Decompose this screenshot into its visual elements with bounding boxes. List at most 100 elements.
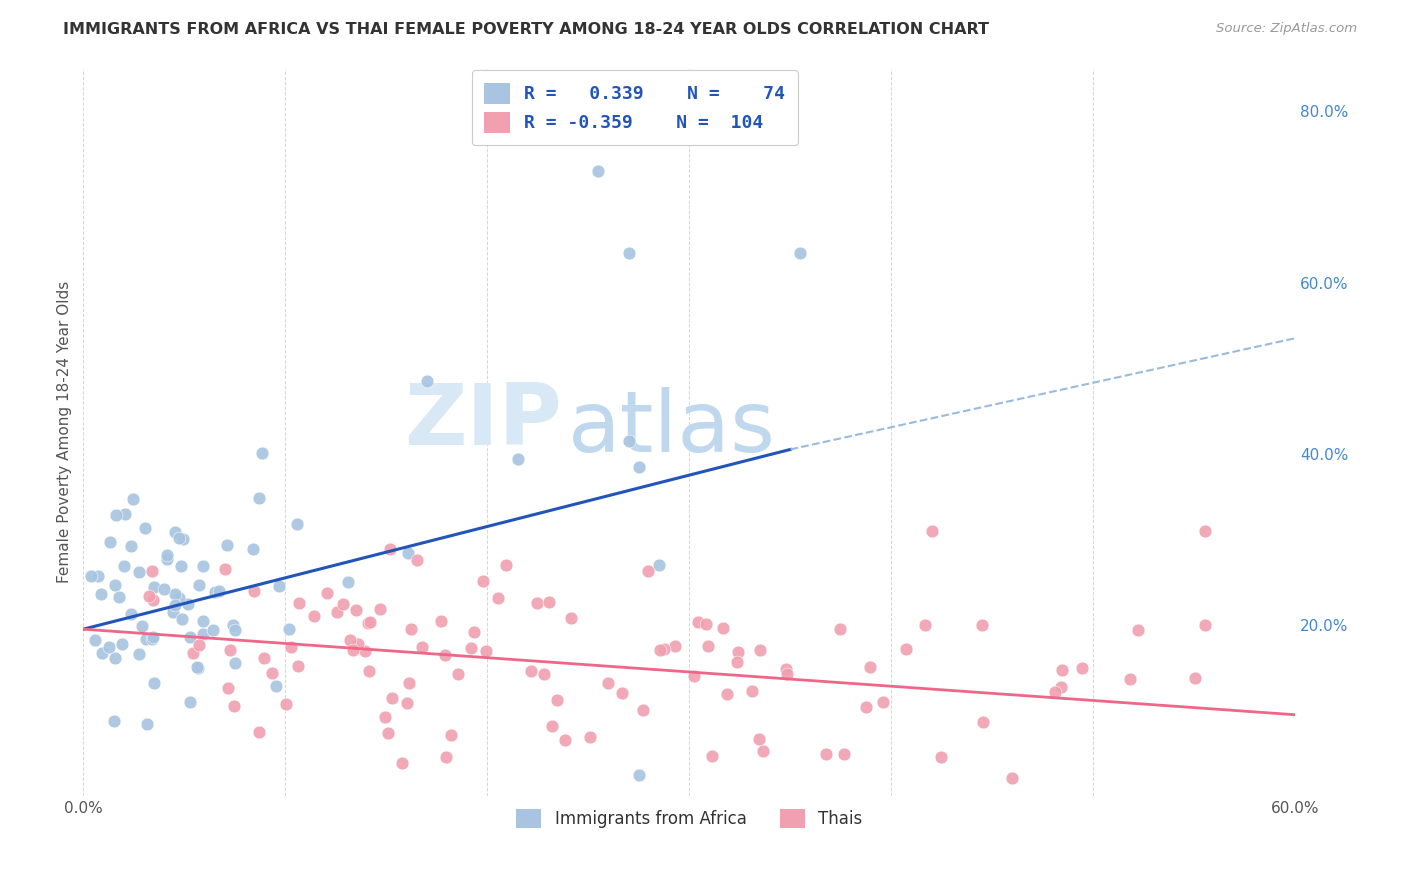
Point <box>631 703 654 717</box>
Point <box>339 632 361 647</box>
Text: IMMIGRANTS FROM AFRICA VS THAI FEMALE POVERTY AMONG 18-24 YEAR OLDS CORRELATION : IMMIGRANTS FROM AFRICA VS THAI FEMALE PO… <box>63 22 990 37</box>
Point <box>120 607 142 621</box>
Point <box>1126 623 1149 637</box>
Point <box>79 568 101 582</box>
Point <box>162 605 184 619</box>
Point <box>163 598 186 612</box>
Point <box>128 647 150 661</box>
Point <box>112 558 135 573</box>
Point <box>356 616 378 631</box>
Point <box>727 645 749 659</box>
Point <box>396 696 419 710</box>
Point <box>347 637 370 651</box>
Point <box>170 612 193 626</box>
Point <box>193 559 215 574</box>
Point <box>1000 771 1022 785</box>
Point <box>224 623 246 637</box>
Point <box>434 750 457 764</box>
Point <box>250 446 273 460</box>
Point <box>98 534 121 549</box>
Point <box>1194 618 1216 632</box>
Point <box>526 595 548 609</box>
Point <box>652 642 675 657</box>
Point <box>378 542 401 557</box>
Point <box>142 630 165 644</box>
Legend: Immigrants from Africa, Thais: Immigrants from Africa, Thais <box>509 803 869 835</box>
Point <box>716 687 738 701</box>
Point <box>725 655 748 669</box>
Point <box>637 564 659 578</box>
Point <box>141 564 163 578</box>
Point <box>344 603 367 617</box>
Text: Source: ZipAtlas.com: Source: ZipAtlas.com <box>1216 22 1357 36</box>
Text: ZIP: ZIP <box>405 380 562 463</box>
Point <box>131 618 153 632</box>
Text: atlas: atlas <box>568 387 776 470</box>
Point <box>262 666 284 681</box>
Point <box>368 602 391 616</box>
Point <box>416 374 439 388</box>
Point <box>316 585 339 599</box>
Point <box>588 164 610 178</box>
Point <box>972 618 994 632</box>
Point <box>249 491 271 505</box>
Point <box>475 644 498 658</box>
Point <box>495 558 517 572</box>
Point <box>648 643 671 657</box>
Point <box>617 434 640 448</box>
Point <box>776 667 799 681</box>
Point <box>1049 680 1071 694</box>
Point <box>269 580 291 594</box>
Point <box>224 656 246 670</box>
Point <box>914 618 936 632</box>
Point <box>664 639 686 653</box>
Point <box>179 695 201 709</box>
Point <box>186 660 208 674</box>
Point <box>541 719 564 733</box>
Point <box>274 697 297 711</box>
Point <box>748 731 770 746</box>
Point <box>859 659 882 673</box>
Point <box>222 618 245 632</box>
Point <box>217 538 239 552</box>
Point <box>359 615 381 629</box>
Point <box>741 683 763 698</box>
Point <box>90 587 112 601</box>
Point <box>285 517 308 532</box>
Point <box>627 767 650 781</box>
Point <box>406 553 429 567</box>
Point <box>304 609 326 624</box>
Point <box>391 756 413 771</box>
Point <box>460 641 482 656</box>
Point <box>832 747 855 762</box>
Point <box>214 562 236 576</box>
Point <box>287 658 309 673</box>
Point <box>193 615 215 629</box>
Point <box>921 524 943 538</box>
Point <box>142 676 165 690</box>
Point <box>141 632 163 646</box>
Point <box>135 717 157 731</box>
Point <box>91 647 114 661</box>
Point <box>447 667 470 681</box>
Point <box>264 679 287 693</box>
Point <box>748 643 770 657</box>
Point <box>872 695 894 709</box>
Point <box>1050 663 1073 677</box>
Point <box>972 714 994 729</box>
Point <box>695 617 717 632</box>
Point <box>430 614 453 628</box>
Point <box>711 621 734 635</box>
Point <box>288 596 311 610</box>
Point <box>775 663 797 677</box>
Point <box>1194 524 1216 538</box>
Point <box>252 650 274 665</box>
Point <box>128 565 150 579</box>
Point <box>894 641 917 656</box>
Point <box>471 574 494 588</box>
Point <box>165 587 187 601</box>
Point <box>440 728 463 742</box>
Point <box>374 710 396 724</box>
Point <box>929 750 952 764</box>
Point <box>610 686 633 700</box>
